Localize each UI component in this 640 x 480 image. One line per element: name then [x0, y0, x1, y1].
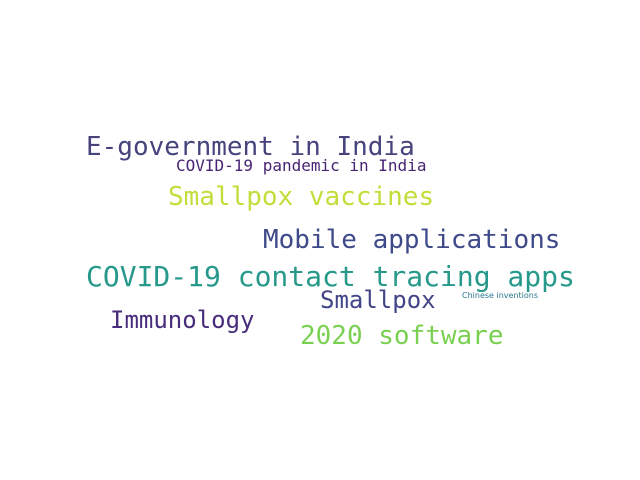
word-covid-19-contact-tracing-apps: COVID-19 contact tracing apps	[86, 260, 575, 293]
word-smallpox-vaccines: Smallpox vaccines	[168, 182, 435, 212]
word-covid-19-pandemic-in-india: COVID-19 pandemic in India	[176, 156, 427, 175]
word-smallpox: Smallpox	[320, 286, 436, 314]
word-e-government-in-india: E-government in India	[86, 132, 415, 162]
word-mobile-applications: Mobile applications	[263, 225, 561, 255]
word-immunology: Immunology	[110, 306, 255, 334]
word-chinese-inventions: Chinese inventions	[462, 291, 539, 300]
word-2020-software: 2020 software	[300, 321, 504, 351]
